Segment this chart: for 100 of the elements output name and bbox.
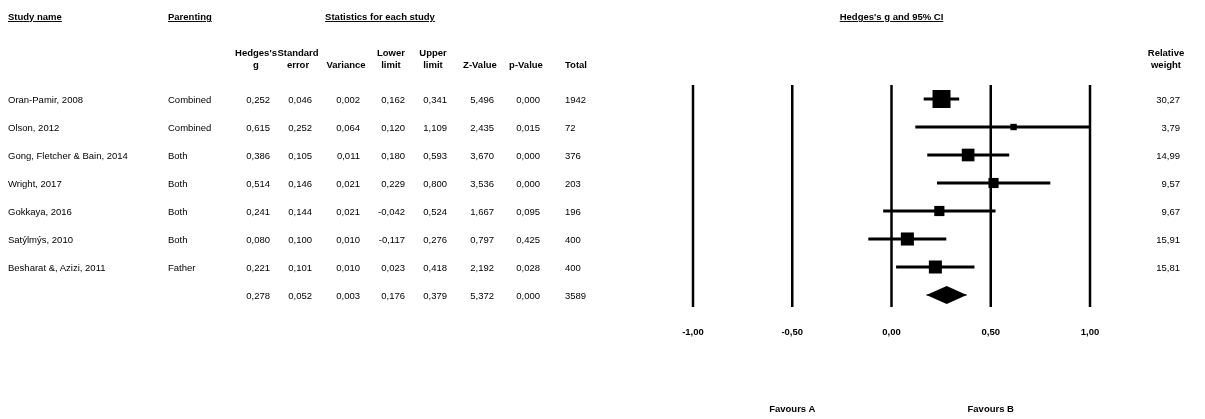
- text: 0,000: [516, 289, 540, 301]
- text: 0,593: [423, 149, 447, 161]
- text: 0,101: [288, 261, 312, 273]
- text: 0,418: [423, 261, 447, 273]
- text: 3,536: [470, 177, 494, 189]
- text: 0,514: [246, 177, 270, 189]
- text: 0,797: [470, 233, 494, 245]
- text: 0,176: [381, 289, 405, 301]
- text: 0,011: [336, 149, 360, 161]
- text: 0,064: [336, 121, 360, 133]
- text: 400: [565, 233, 581, 245]
- text: 0,010: [336, 261, 360, 273]
- text: 1942: [565, 93, 587, 105]
- text: Both: [168, 233, 188, 245]
- point: [900, 232, 914, 246]
- text: 1,109: [423, 121, 447, 133]
- text: Both: [168, 149, 188, 161]
- text: Father: [168, 261, 196, 273]
- text: 0,021: [336, 177, 360, 189]
- text: 3589: [565, 289, 587, 301]
- text: 0,180: [381, 149, 405, 161]
- text: 0,144: [288, 205, 312, 217]
- category-label: Parenting: [168, 11, 213, 22]
- text: 0,524: [423, 205, 447, 217]
- text: 0,386: [246, 149, 270, 161]
- text: 0,252: [288, 121, 312, 133]
- text: 0,162: [381, 93, 405, 105]
- text: 3,670: [470, 149, 494, 161]
- text: 0,615: [246, 121, 270, 133]
- text: 72: [565, 121, 576, 133]
- point: [961, 148, 975, 162]
- text: 0,000: [516, 149, 540, 161]
- category-label: Hedges's g: [235, 47, 277, 70]
- text: Both: [168, 205, 188, 217]
- text: 400: [565, 261, 581, 273]
- text: 0,241: [246, 205, 270, 217]
- text: Favours A: [769, 403, 816, 414]
- text: 9,67: [1161, 205, 1180, 217]
- text: 0,341: [423, 93, 447, 105]
- text: Study name: [8, 11, 62, 22]
- point: [988, 177, 999, 189]
- point: [928, 260, 942, 274]
- text: 5,496: [470, 93, 494, 105]
- text: 2,435: [470, 121, 494, 133]
- category-label: Variance: [326, 59, 366, 70]
- text: 196: [565, 205, 581, 217]
- x-tick-label: 0,00: [882, 326, 901, 337]
- x-tick-label: -1,00: [682, 326, 704, 337]
- text: 0,252: [246, 93, 270, 105]
- text: 203: [565, 177, 581, 189]
- text: 3,79: [1161, 121, 1180, 133]
- text: 0,052: [288, 289, 312, 301]
- text: 0,000: [516, 177, 540, 189]
- text: 15,91: [1156, 233, 1180, 245]
- text: 0,425: [516, 233, 540, 245]
- text: 5,372: [470, 289, 494, 301]
- text: 0,015: [516, 121, 540, 133]
- text: 0,800: [423, 177, 447, 189]
- x-tick-label: -0,50: [781, 326, 804, 337]
- text: Both: [168, 177, 188, 189]
- category-label: Total: [565, 59, 587, 70]
- text: 30,27: [1156, 93, 1180, 105]
- chart-title: Hedges's g and 95% CI: [839, 11, 944, 22]
- point: [934, 205, 945, 217]
- text: 0,000: [516, 93, 540, 105]
- text: 0,379: [423, 289, 447, 301]
- category-label: Upper limit: [419, 47, 448, 70]
- text: -0,042: [378, 205, 405, 217]
- text: 0,002: [336, 93, 360, 105]
- text: 376: [565, 149, 581, 161]
- category-label: Satýlmýs, 2010: [8, 233, 73, 245]
- category-label: Standard error: [277, 47, 319, 70]
- category-label: Gokkaya, 2016: [8, 205, 72, 217]
- text: 0,276: [423, 233, 447, 245]
- category-label: Lower limit: [377, 47, 406, 70]
- text: 0,095: [516, 205, 540, 217]
- x-tick-label: 1,00: [1080, 326, 1100, 337]
- category-label: Z-Value: [463, 59, 497, 70]
- text: 0,021: [336, 205, 360, 217]
- text: 0,080: [246, 233, 270, 245]
- category-label: Olson, 2012: [8, 121, 60, 133]
- text: 0,146: [288, 177, 312, 189]
- text: 0,221: [246, 261, 270, 273]
- category-label: Wright, 2017: [8, 177, 62, 189]
- text: 2,192: [470, 261, 494, 273]
- text: 0,046: [288, 93, 312, 105]
- text: 0,100: [288, 233, 312, 245]
- category-label: p-Value: [509, 59, 543, 70]
- category-label: Besharat &, Azizi, 2011: [8, 261, 106, 273]
- text: 15,81: [1156, 261, 1180, 273]
- text: 0,229: [381, 177, 405, 189]
- category-label: Oran-Pamir, 2008: [8, 93, 83, 105]
- text: -0,117: [378, 233, 405, 245]
- text: 0,003: [336, 289, 360, 301]
- text: 0,023: [381, 261, 405, 273]
- text: Statistics for each study: [325, 11, 436, 22]
- text: Combined: [168, 93, 212, 105]
- text: 0,105: [288, 149, 312, 161]
- text: 0,028: [516, 261, 540, 273]
- x-tick-label: 0,50: [981, 326, 1000, 337]
